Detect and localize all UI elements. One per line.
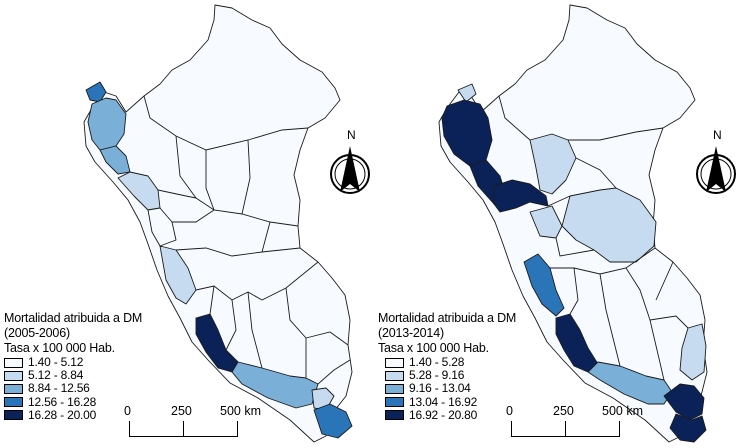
department-lima [523,253,565,317]
legend-class-label: 12.56 - 16.28 [28,394,97,409]
scale-tick [237,421,238,437]
legend-title: Mortalidad atribuida a DM [378,311,517,325]
scale-bar-left: 0 250 500 km [124,404,274,440]
legend-2005-2006: Mortalidad atribuida a DM (2005-2006) Ta… [4,311,142,422]
legend-class-row: 1.40 - 5.12 [4,355,142,370]
scale-tick-label: 500 km [602,404,643,418]
scale-tick-label: 0 [506,404,513,418]
legend-swatch [4,357,23,368]
scale-line [511,436,620,437]
legend-class-row: 5.12 - 8.84 [4,368,142,383]
scale-tick [511,421,512,437]
department-moquegua [663,383,705,421]
legend-class-label: 9.16 - 13.04 [409,381,471,396]
legend-class-label: 5.12 - 8.84 [28,368,84,383]
legend-class-row: 5.28 - 9.16 [385,368,516,383]
legend-class-row: 13.04 - 16.92 [385,394,516,409]
legend-period: (2005-2006) [4,326,70,340]
legend-units: Tasa x 100 000 Hab. [4,341,115,355]
legend-class-row: 12.56 - 16.28 [4,394,142,409]
north-label: N [713,128,722,142]
department-tacna [669,413,707,443]
department-arequipa [231,361,319,409]
legend-period: (2013-2014) [378,326,444,340]
legend-units: Tasa x 100 000 Hab. [378,341,489,355]
legend-class-label: 16.28 - 20.00 [28,407,97,422]
legend-swatch [385,397,404,408]
legend-class-label: 1.40 - 5.28 [409,355,465,370]
legend-swatch [4,370,23,381]
legend-swatch [4,397,23,408]
north-arrow-right: N [694,128,738,204]
department-san-martin [529,133,577,195]
legend-swatch [4,410,23,421]
legend-class-row: 16.28 - 20.00 [4,407,142,422]
north-label: N [347,128,356,142]
legend-class-row: 9.16 - 13.04 [385,381,516,396]
scale-tick-label: 500 km [220,404,261,418]
legend-class-row: 16.92 - 20.80 [385,407,516,422]
department-piura [87,97,127,151]
department-la-libertad [493,179,549,213]
department-tacna [313,403,353,439]
north-arrow-icon [330,146,370,194]
legend-swatch [385,383,404,394]
map-2005-2006 [83,4,353,443]
legend-title: Mortalidad atribuida a DM [4,311,143,325]
scale-tick-label: 250 [171,404,192,418]
department-borders [143,95,351,385]
department-tumbes [85,81,107,103]
legend-swatch [385,410,404,421]
north-arrow-left: N [328,128,372,204]
legend-class-row: 1.40 - 5.28 [385,355,516,370]
department-pasco [529,205,563,239]
legend-class-label: 16.92 - 20.80 [409,407,478,422]
scale-tick [129,421,130,437]
legend-class-label: 5.28 - 9.16 [409,368,465,383]
legend-class-label: 8.84 - 12.56 [28,381,90,396]
scale-tick-label: 0 [124,404,131,418]
north-arrow-icon [696,146,736,194]
legend-swatch [385,357,404,368]
department-borders [498,95,689,381]
department-tumbes [457,83,477,103]
department-lima [159,245,197,305]
department-region [83,4,353,443]
department-ancash [147,207,177,247]
legend-swatch [385,370,404,381]
legend-class-label: 13.04 - 16.92 [409,394,478,409]
scale-tick [183,421,184,437]
department-huanuco [561,187,657,263]
department-puno [679,323,707,381]
legend-class-row: 8.84 - 12.56 [4,381,142,396]
map-2013-2014 [438,4,708,443]
scale-tick [565,421,566,437]
scale-tick [619,421,620,437]
legend-2013-2014: Mortalidad atribuida a DM (2013-2014) Ta… [378,311,516,422]
legend-swatch [4,383,23,394]
scale-tick-label: 250 [553,404,574,418]
scale-bar-right: 0 250 500 km [506,404,656,440]
scale-line [129,436,238,437]
legend-class-label: 1.40 - 5.12 [28,355,84,370]
department-arequipa [587,361,673,405]
